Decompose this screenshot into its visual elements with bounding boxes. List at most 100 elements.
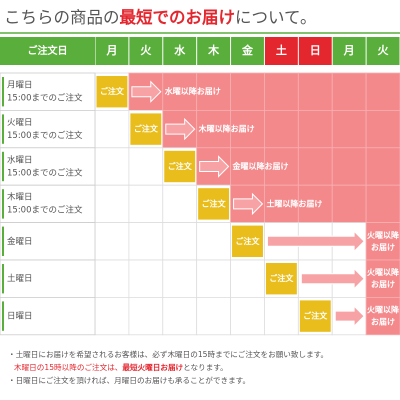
row-label-cell — [0, 110, 96, 149]
header-day: 木 — [207, 43, 220, 57]
row-label-cell — [0, 184, 96, 223]
header-day: 火 — [378, 44, 390, 57]
order-text: ご注文 — [303, 311, 328, 321]
cell — [162, 296, 198, 336]
cell — [230, 259, 265, 298]
arrow — [199, 155, 230, 178]
delivery-text: 水曜以降お届け — [164, 86, 221, 96]
cell — [196, 110, 231, 149]
row-day: 木曜日 — [7, 192, 33, 203]
delivery-text: 土曜以降お届け — [266, 198, 322, 208]
cell — [94, 147, 130, 186]
delivery-text: お届け — [371, 243, 395, 252]
arrow — [266, 230, 365, 253]
cell — [230, 110, 265, 149]
delivery-text: 火曜以降 — [367, 230, 400, 240]
row-marker — [2, 77, 4, 107]
order-box — [299, 300, 331, 332]
arrow — [233, 192, 264, 216]
header-cell — [0, 37, 95, 65]
row-cutoff: 15:00までのご注文 — [7, 93, 83, 104]
row-label-cell — [0, 222, 96, 261]
row-cutoff: 15:00までのご注文 — [7, 130, 83, 141]
cell — [162, 72, 198, 111]
row-marker — [2, 114, 4, 144]
order-box — [164, 150, 196, 183]
header-day: 月 — [343, 44, 355, 57]
row-label-cell — [0, 72, 96, 111]
cell — [297, 147, 333, 186]
cell — [94, 222, 130, 261]
order-text: ご注文 — [269, 273, 294, 283]
row-marker — [2, 189, 4, 219]
cell — [331, 147, 367, 186]
header-cell — [332, 37, 366, 65]
cell — [230, 72, 265, 111]
cell — [331, 110, 367, 149]
header-day: 金 — [241, 43, 254, 57]
cell — [331, 72, 367, 111]
header-day: 月 — [105, 44, 117, 57]
row-day: 日曜日 — [7, 312, 33, 322]
header-cell — [298, 37, 332, 65]
cell — [365, 296, 400, 336]
header-cell — [197, 37, 231, 65]
note-red: 木曜日の15時以降のご注文は、 — [14, 362, 122, 372]
order-box — [130, 113, 162, 145]
header-day: 日 — [310, 44, 321, 57]
title-highlight: 最短でのお届け — [120, 7, 236, 27]
cell — [230, 147, 265, 186]
row-cutoff: 15:00までのご注文 — [7, 205, 83, 216]
title: こちらの商品の最短でのお届けについて。 — [4, 7, 317, 27]
arrow — [334, 304, 365, 328]
delivery-text: 金曜以降お届け — [232, 161, 289, 171]
delivery-text: 火曜以降 — [367, 267, 400, 277]
cell — [264, 296, 299, 336]
cell — [162, 222, 198, 261]
title-part: について。 — [235, 8, 317, 27]
cell — [365, 222, 400, 261]
arrow — [165, 117, 196, 141]
order-box — [198, 188, 230, 220]
row-day: 金曜日 — [7, 236, 33, 247]
title-part: こちらの商品の — [4, 8, 120, 27]
cell — [297, 184, 333, 223]
note: ・土曜日にお届けを希望されるお客様は、必ず木曜日の15時までにご注文をお願い致し… — [8, 349, 328, 359]
row-label-cell — [0, 147, 96, 186]
row-day: 月曜日 — [7, 81, 33, 91]
row-label-cell — [0, 296, 96, 336]
delivery-text: 火曜以降 — [367, 305, 400, 315]
row-marker — [2, 226, 4, 256]
cell — [196, 259, 231, 298]
cell — [128, 147, 164, 186]
cell — [365, 110, 400, 149]
cell — [128, 222, 164, 261]
order-text: ご注文 — [168, 161, 193, 171]
header-day: 土 — [276, 43, 287, 57]
cell — [365, 72, 400, 111]
cell — [331, 184, 367, 223]
cell — [365, 184, 400, 223]
header-cell — [129, 37, 163, 65]
row-day: 火曜日 — [7, 118, 33, 128]
cell — [196, 222, 231, 261]
order-text: ご注文 — [202, 198, 227, 208]
delivery-text: お届け — [371, 280, 395, 289]
arrow — [300, 267, 365, 290]
order-text: ご注文 — [134, 124, 159, 134]
row-label-cell — [0, 259, 96, 298]
row-cutoff: 15:00までのご注文 — [7, 167, 83, 178]
note-text: となります。 — [183, 363, 228, 372]
note: ・日曜日にご注文を頂ければ、月曜日のお届けも承ることができます。 — [8, 375, 250, 385]
cell — [297, 72, 333, 111]
row-marker — [2, 264, 4, 294]
header-cell — [231, 37, 264, 65]
note: 木曜日の15時以降のご注文は、最短火曜日お届けとなります。 — [14, 362, 228, 372]
note-red: 最短火曜日お届け — [122, 362, 183, 372]
cell — [94, 184, 130, 223]
order-text: ご注文 — [100, 86, 125, 96]
row-marker — [2, 151, 4, 182]
cell — [264, 72, 299, 111]
header-cell — [163, 37, 197, 65]
